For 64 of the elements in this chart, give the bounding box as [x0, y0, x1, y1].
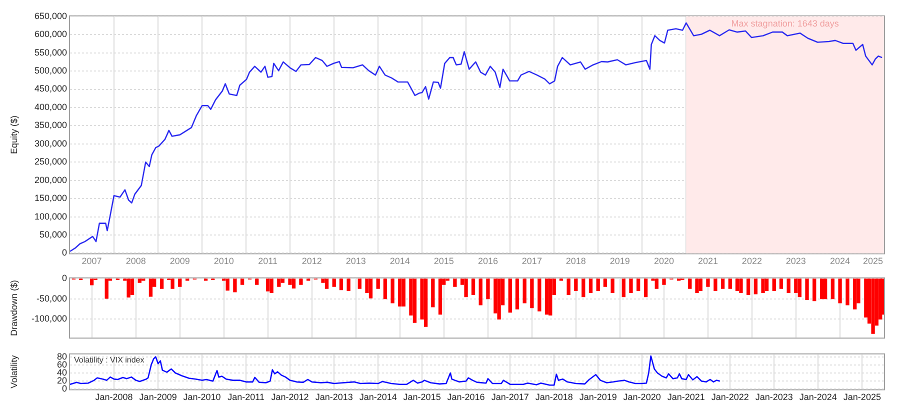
y-tick-label: 60	[56, 359, 67, 370]
y-axis-title: Drawdown ($)	[8, 280, 19, 336]
x-tick-label: Jan-2016	[447, 392, 485, 402]
y-tick-label: 400,000	[34, 102, 67, 112]
x-tick-label: 2018	[566, 256, 586, 266]
x-tick-label: 2016	[478, 256, 498, 266]
x-tick-label: 2008	[126, 256, 146, 266]
x-tick-label: Jan-2021	[667, 392, 705, 402]
x-tick-label: Jan-2023	[755, 392, 793, 402]
y-tick-label: 20	[56, 376, 67, 386]
x-tick-label: Jan-2009	[139, 392, 177, 402]
y-tick-label: 500,000	[34, 66, 67, 76]
y-tick-label: -100,000	[31, 314, 67, 324]
x-tick-label: 2021	[698, 256, 718, 266]
x-tick-label: 2010	[214, 256, 234, 266]
x-tick-label: 2013	[346, 256, 366, 266]
y-tick-label: -50,000	[36, 293, 67, 304]
x-tick-label: Jan-2013	[315, 392, 353, 402]
x-tick-label: 2017	[522, 256, 542, 266]
x-tick-label: Jan-2024	[799, 392, 837, 402]
x-tick-label: 2011	[258, 256, 278, 266]
x-tick-label: Jan-2025	[843, 392, 881, 402]
band-label: Max stagnation: 1643 days	[731, 18, 840, 28]
y-tick-label: 0	[62, 248, 67, 258]
y-tick-label: 250,000	[34, 156, 67, 167]
x-tick-label: Jan-2015	[403, 392, 441, 402]
y-tick-label: 0	[62, 272, 67, 283]
x-tick-label: Jan-2012	[271, 392, 309, 402]
x-tick-label: Jan-2019	[579, 392, 617, 402]
y-tick-label: 350,000	[34, 120, 67, 130]
y-tick-label: 100,000	[34, 211, 67, 222]
y-tick-label: 50,000	[39, 229, 67, 240]
y-tick-label: 550,000	[34, 47, 67, 58]
y-tick-label: 150,000	[34, 193, 67, 204]
x-tick-label: Jan-2008	[95, 392, 133, 402]
y-tick-label: 200,000	[34, 174, 67, 185]
x-tick-label: Jan-2011	[228, 392, 264, 402]
annotation: Volatility : VIX index	[74, 356, 144, 365]
x-tick-label: Jan-2020	[623, 392, 661, 402]
x-tick-label: Jan-2017	[491, 392, 529, 402]
y-tick-label: 0	[62, 384, 67, 394]
x-tick-label: 2022	[742, 256, 762, 266]
y-tick-label: 650,000	[34, 10, 67, 21]
x-tick-label: Jan-2018	[535, 392, 573, 402]
x-tick-label: 2015	[434, 256, 454, 266]
x-tick-label: Jan-2022	[711, 392, 749, 402]
y-tick-label: 300,000	[34, 138, 67, 148]
y-tick-label: 600,000	[34, 29, 67, 40]
y-tick-label: 80	[56, 351, 67, 362]
x-tick-label: Jan-2010	[183, 392, 221, 402]
x-tick-label: Jan-2014	[359, 392, 397, 402]
x-tick-label: 2025	[863, 256, 884, 266]
y-axis-title: Equity ($)	[8, 116, 19, 154]
x-tick-label: 2007	[82, 256, 102, 266]
x-tick-label: 2012	[302, 256, 322, 266]
y-tick-label: 40	[56, 368, 67, 378]
x-tick-label: 2009	[170, 256, 190, 266]
y-axis-title: Volatility	[8, 354, 19, 388]
x-tick-label: 2019	[610, 256, 630, 266]
x-tick-label: 2024	[830, 256, 850, 266]
y-tick-label: 450,000	[34, 84, 67, 94]
x-tick-label: 2020	[654, 256, 674, 266]
x-tick-label: 2023	[786, 256, 806, 266]
x-tick-label: 2014	[390, 256, 410, 266]
